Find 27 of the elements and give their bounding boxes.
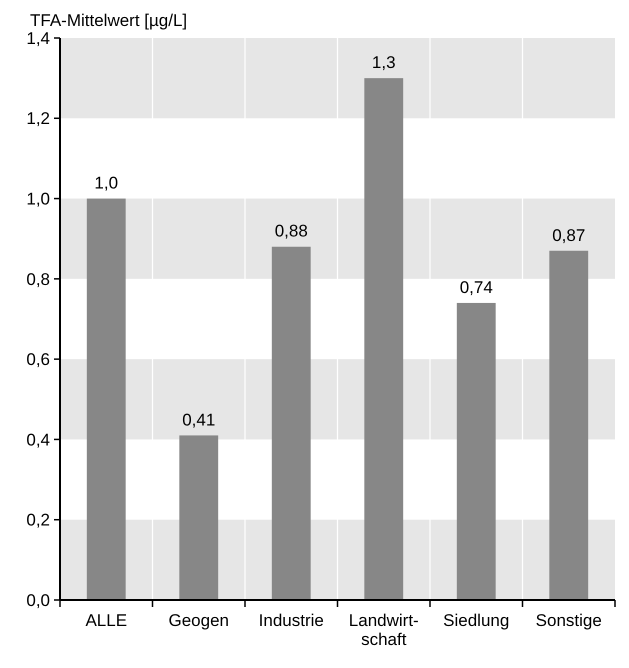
y-tick-label: 0,8 [26, 270, 50, 289]
y-tick-label: 1,0 [26, 190, 50, 209]
y-tick-label: 0,2 [26, 510, 50, 530]
data-label: 0,87 [552, 226, 586, 245]
bar [549, 250, 588, 600]
data-label: 1,3 [372, 53, 396, 72]
bar [456, 302, 496, 600]
data-label: 0,88 [274, 222, 308, 241]
x-tick-label: Industrie [258, 611, 324, 630]
bar [272, 246, 311, 600]
y-axis-title: TFA-Mittelwert [µg/L] [30, 11, 188, 30]
y-tick-label: 1,2 [26, 109, 50, 128]
x-tick-label: ALLE [85, 611, 128, 630]
y-tick-label: 1,4 [26, 28, 50, 48]
bar [179, 435, 218, 600]
data-label: 0,41 [182, 410, 216, 430]
x-tick-label: Landwirt- schaft [348, 611, 419, 649]
data-label: 0,74 [460, 278, 493, 297]
x-tick-label: Sonstige [536, 611, 602, 630]
x-tick-label: Geogen [168, 611, 229, 630]
y-tick-label: 0,6 [26, 350, 50, 370]
bar [86, 198, 126, 600]
data-label: 1,0 [94, 174, 118, 193]
y-tick-label: 0,0 [26, 590, 50, 610]
x-tick-label: Siedlung [443, 611, 510, 630]
y-tick-label: 0,4 [26, 430, 50, 450]
bar [364, 78, 404, 600]
